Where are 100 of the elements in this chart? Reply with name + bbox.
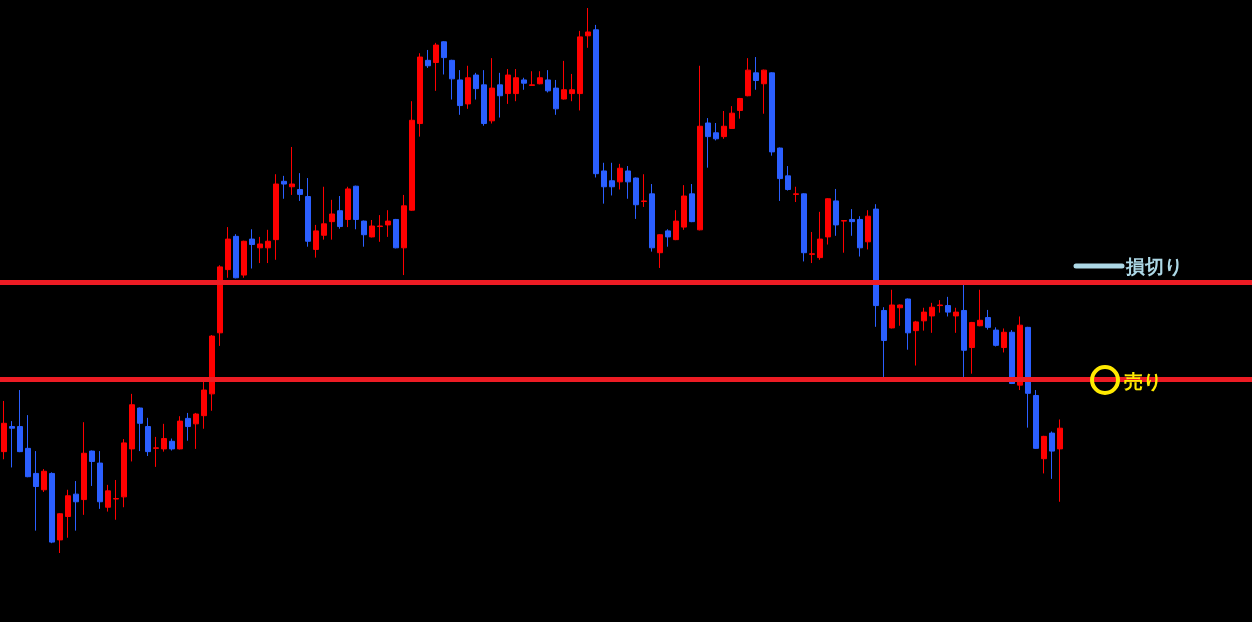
candlestick — [817, 211, 823, 261]
candlestick — [793, 186, 799, 203]
candlestick — [625, 165, 631, 200]
candlestick — [121, 438, 127, 508]
candlestick — [513, 68, 519, 102]
candlestick — [361, 220, 367, 248]
candlestick — [153, 436, 159, 468]
candlestick — [161, 423, 167, 453]
candlestick — [33, 450, 39, 532]
candlestick — [721, 110, 727, 140]
candlestick — [441, 40, 447, 75]
candlestick — [329, 199, 335, 241]
candlestick — [385, 209, 391, 238]
candlestick — [961, 284, 967, 378]
candlestick — [393, 218, 399, 249]
candlestick — [713, 122, 719, 141]
candlestick — [1057, 418, 1063, 503]
candlestick — [401, 194, 407, 276]
candlestick — [601, 162, 607, 205]
candlestick — [473, 72, 479, 101]
candlestick — [1009, 329, 1015, 385]
candlestick — [209, 334, 215, 412]
candlestick — [977, 289, 983, 327]
candlestick — [337, 195, 343, 230]
candlestick — [409, 100, 415, 212]
candlestick — [489, 57, 495, 125]
candlestick — [65, 489, 71, 539]
candlestick — [993, 326, 999, 347]
candlestick — [881, 306, 887, 378]
candlestick — [777, 147, 783, 202]
ref-line-label: 損切り — [1126, 254, 1183, 277]
candlestick — [241, 240, 247, 279]
candlestick — [729, 105, 735, 130]
candlestick — [529, 70, 535, 87]
candlestick — [673, 209, 679, 241]
candlestick — [865, 209, 871, 250]
candlestick — [657, 233, 663, 269]
candlestick — [649, 183, 655, 253]
candlestick — [289, 146, 295, 196]
candlestick — [1, 400, 7, 460]
candlestick — [609, 162, 615, 196]
candlestick — [497, 72, 503, 119]
candlestick — [1001, 327, 1007, 353]
candlestick — [353, 185, 359, 230]
candlestick — [1025, 326, 1031, 429]
candlestick — [585, 7, 591, 49]
candlestick — [985, 309, 991, 331]
candlestick — [297, 172, 303, 202]
candlestick — [273, 173, 279, 261]
candlestick — [249, 228, 255, 270]
candlestick — [105, 484, 111, 513]
candlestick — [753, 56, 759, 91]
candlestick — [417, 52, 423, 138]
candlestick — [345, 186, 351, 228]
candlestick — [577, 30, 583, 111]
candlestick — [1033, 389, 1039, 450]
candlestick — [313, 224, 319, 259]
candlestick — [761, 69, 767, 115]
candlestick — [689, 183, 695, 223]
candlestick — [25, 414, 31, 478]
candlestick — [9, 420, 15, 468]
candlestick — [1017, 315, 1023, 391]
candlestick — [569, 73, 575, 102]
candlestick — [233, 233, 239, 279]
candlestick — [593, 24, 599, 178]
candlestick — [833, 188, 839, 237]
candlestick — [809, 231, 815, 264]
candlestick — [177, 415, 183, 450]
candlestick — [433, 42, 439, 92]
candlestick — [425, 49, 431, 69]
candlestick — [97, 450, 103, 510]
candlestick — [1041, 435, 1047, 474]
candlestick — [225, 226, 231, 279]
candlestick — [801, 192, 807, 262]
candlestick — [145, 417, 151, 457]
candlestick — [169, 438, 175, 452]
candlestick — [841, 219, 847, 254]
candlestick — [913, 320, 919, 367]
candlestick — [321, 186, 327, 241]
candlestick — [697, 65, 703, 231]
candlestick — [17, 389, 23, 453]
candlestick — [921, 307, 927, 332]
candlestick — [953, 307, 959, 334]
candlestick — [617, 163, 623, 190]
candlestick — [281, 175, 287, 200]
candlestick — [137, 406, 143, 452]
candlestick — [969, 321, 975, 375]
candlestick — [825, 197, 831, 246]
candlestick — [905, 297, 911, 351]
candlestick — [41, 468, 47, 493]
candlestick — [89, 450, 95, 487]
candlestick — [257, 236, 263, 264]
candlestick — [561, 60, 567, 101]
candlestick — [553, 79, 559, 116]
candlestick — [457, 69, 463, 116]
candlestick — [537, 70, 543, 85]
candlestick — [369, 219, 375, 238]
candlestick — [705, 117, 711, 169]
candlestick — [49, 471, 55, 544]
candlestick — [193, 412, 199, 450]
